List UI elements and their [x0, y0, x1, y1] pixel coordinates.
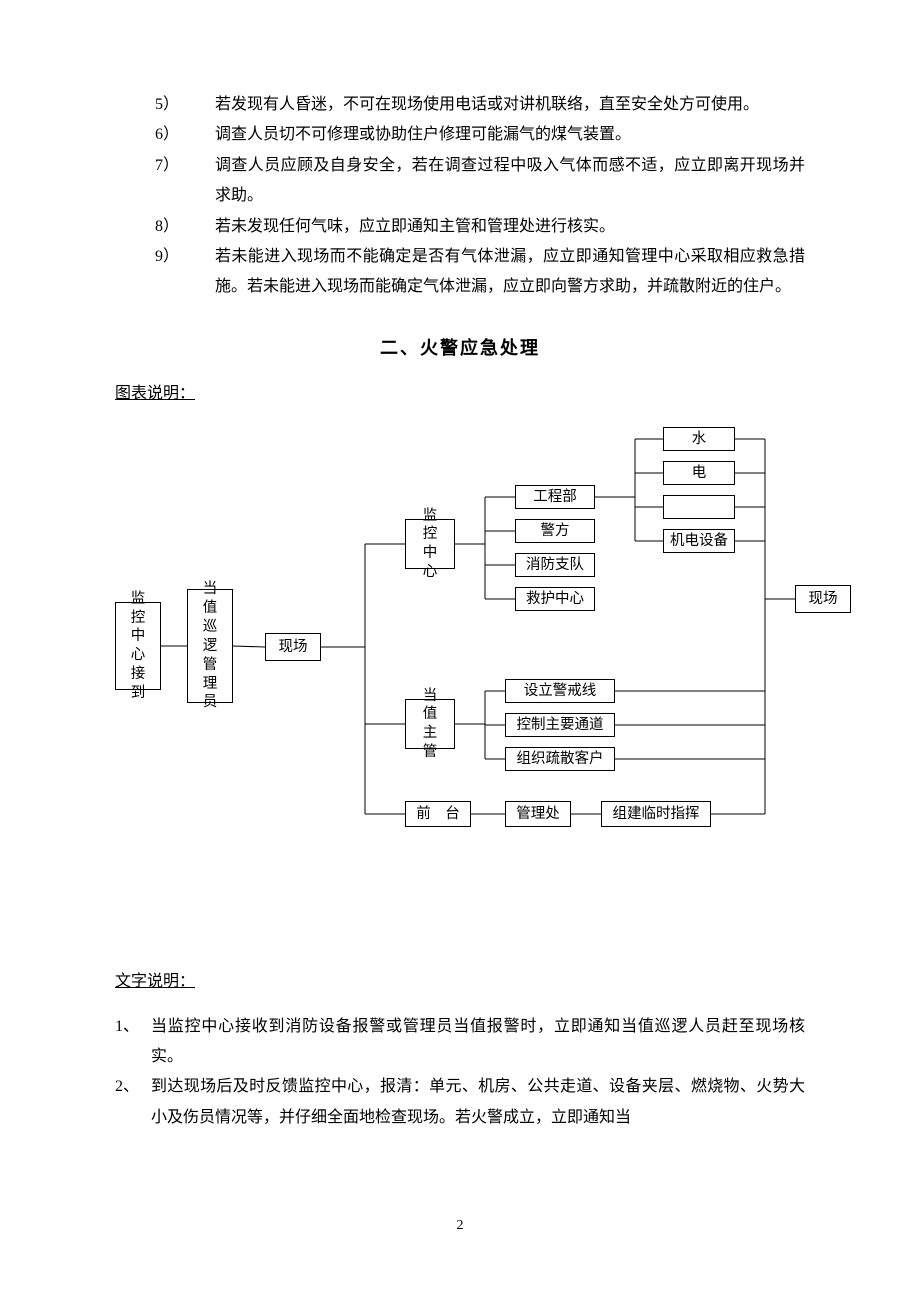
chart-label: 图表说明： — [115, 379, 805, 409]
item-number: 5） — [155, 90, 215, 120]
flow-node: 工程部 — [515, 485, 595, 509]
flow-node: 消防支队 — [515, 553, 595, 577]
flow-node: 组织疏散客户 — [505, 747, 615, 771]
item-text: 若未发现任何气味，应立即通知主管和管理处进行核实。 — [215, 212, 805, 242]
list-item: 8）若未发现任何气味，应立即通知主管和管理处进行核实。 — [155, 212, 805, 242]
numbered-list-2: 1、当监控中心接收到消防设备报警或管理员当值报警时，立即通知当值巡逻人员赶至现场… — [115, 1012, 805, 1134]
flow-node: 组建临时指挥 — [601, 801, 711, 827]
item-text: 若发现有人昏迷，不可在现场使用电话或对讲机联络，直至安全处方可使用。 — [215, 90, 805, 120]
flow-node: 设立警戒线 — [505, 679, 615, 703]
list-item: 1、当监控中心接收到消防设备报警或管理员当值报警时，立即通知当值巡逻人员赶至现场… — [115, 1012, 805, 1073]
flow-node: 现场 — [795, 585, 851, 613]
flow-node: 警方 — [515, 519, 595, 543]
text-label: 文字说明： — [115, 967, 805, 997]
item-text: 调查人员应顾及自身安全，若在调查过程中吸入气体而感不适，应立即离开现场并求助。 — [215, 151, 805, 212]
list-item: 5）若发现有人昏迷，不可在现场使用电话或对讲机联络，直至安全处方可使用。 — [155, 90, 805, 120]
list-item: 9）若未能进入现场而不能确定是否有气体泄漏，应立即通知管理中心采取相应救急措施。… — [155, 242, 805, 303]
list-item: 2、到达现场后及时反馈监控中心，报清：单元、机房、公共走道、设备夹层、燃烧物、火… — [115, 1072, 805, 1133]
list-item: 7）调查人员应顾及自身安全，若在调查过程中吸入气体而感不适，应立即离开现场并求助… — [155, 151, 805, 212]
flow-node: 当值主管 — [405, 699, 455, 749]
page-number: 2 — [0, 1213, 920, 1240]
numbered-list-1: 5）若发现有人昏迷，不可在现场使用电话或对讲机联络，直至安全处方可使用。6）调查… — [115, 90, 805, 303]
flow-node: 监控中心 — [405, 519, 455, 569]
item-number: 6） — [155, 120, 215, 150]
flow-node: 电 — [663, 461, 735, 485]
item-text: 到达现场后及时反馈监控中心，报清：单元、机房、公共走道、设备夹层、燃烧物、火势大… — [151, 1072, 805, 1133]
flow-node: 救护中心 — [515, 587, 595, 611]
flow-node: 管理处 — [505, 801, 571, 827]
item-text: 若未能进入现场而不能确定是否有气体泄漏，应立即通知管理中心采取相应救急措施。若未… — [215, 242, 805, 303]
list-item: 6）调查人员切不可修理或协助住户修理可能漏气的煤气装置。 — [155, 120, 805, 150]
item-text: 当监控中心接收到消防设备报警或管理员当值报警时，立即通知当值巡逻人员赶至现场核实… — [151, 1012, 805, 1073]
section-title: 二、火警应急处理 — [115, 331, 805, 365]
flow-node: 机电设备 — [663, 529, 735, 553]
item-number: 1、 — [115, 1012, 151, 1073]
flow-node: 前 台 — [405, 801, 471, 827]
flow-node: 控制主要通道 — [505, 713, 615, 737]
flow-node — [663, 495, 735, 519]
item-text: 调查人员切不可修理或协助住户修理可能漏气的煤气装置。 — [215, 120, 805, 150]
item-number: 2、 — [115, 1072, 151, 1133]
item-number: 8） — [155, 212, 215, 242]
flow-node: 当值巡逻管理员 — [187, 589, 233, 703]
flowchart: 监控中心接到当值巡逻管理员现场监控中心工程部警方消防支队救护中心水电机电设备现场… — [115, 417, 805, 857]
flow-node: 现场 — [265, 633, 321, 661]
flow-node: 监控中心接到 — [115, 602, 161, 690]
item-number: 9） — [155, 242, 215, 303]
flow-node: 水 — [663, 427, 735, 451]
item-number: 7） — [155, 151, 215, 212]
